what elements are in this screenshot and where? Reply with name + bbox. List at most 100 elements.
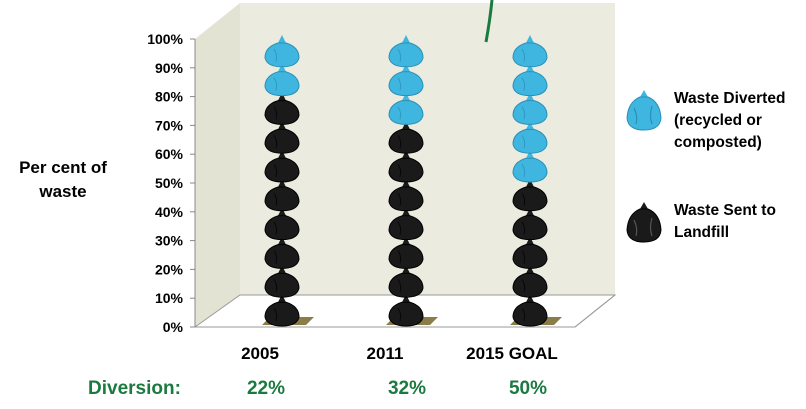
bag-tie <box>402 35 410 43</box>
bag-crease <box>521 192 526 206</box>
y-tick-label: 100% <box>147 31 183 47</box>
x-tick-label-2005: 2005 <box>241 344 279 363</box>
bag-body <box>388 157 424 183</box>
diverted-bag-1-2 <box>388 35 424 68</box>
bag-crease <box>397 250 402 264</box>
x-tick-label-2011: 2011 <box>366 344 404 363</box>
bag-crease <box>521 77 526 91</box>
bag-tie <box>402 92 410 101</box>
bag-body <box>512 71 548 97</box>
bag-body <box>264 186 300 212</box>
bag-tie <box>526 179 534 187</box>
bag-crease <box>273 77 278 91</box>
bag-body <box>388 244 424 269</box>
landfill-bag-1-2 <box>388 236 424 269</box>
y-tick-label: 40% <box>155 204 184 220</box>
black-trash-bag-icon <box>626 202 662 243</box>
bag-crease <box>397 163 402 178</box>
landfill-bag-0-4 <box>264 179 300 212</box>
bag-body <box>264 128 300 154</box>
landfill-bag-0-1 <box>264 265 300 298</box>
diverted-bag-0-0 <box>264 63 300 97</box>
y-tick-label: 80% <box>155 89 184 105</box>
diverted-bag-0-1 <box>264 35 300 68</box>
x-tick-label-2015-goal: 2015 GOAL <box>466 344 558 363</box>
bag-body <box>388 100 424 125</box>
bag-crease <box>521 135 526 149</box>
bag-crease <box>397 221 402 235</box>
bag-tie <box>402 265 410 274</box>
legend-label-diverted-line-3: composted) <box>674 134 762 151</box>
bag-body <box>512 186 548 212</box>
bag-body <box>512 301 548 327</box>
diverted-bag-2-2 <box>512 92 548 125</box>
bag-crease <box>521 163 526 178</box>
bag-body <box>264 71 300 97</box>
y-tick-label: 50% <box>155 175 184 191</box>
legend-label-diverted: Waste Diverted (recycled or composted) <box>674 88 785 154</box>
bag-crease <box>273 106 278 120</box>
y-axis-title-line-2: waste <box>39 182 87 201</box>
bag-crease <box>521 106 526 120</box>
landfill-bag-0-3 <box>264 207 300 241</box>
legend-label-landfill: Waste Sent to Landfill <box>674 200 776 244</box>
bag-body <box>512 128 548 154</box>
landfill-bag-2-0 <box>512 294 548 327</box>
bag-tie <box>402 207 410 216</box>
y-tick-label: 60% <box>155 146 184 162</box>
bag-body <box>264 100 300 125</box>
landfill-bag-2-1 <box>512 265 548 298</box>
bag-body <box>264 272 300 298</box>
bag-tie <box>278 92 286 101</box>
bag-tie <box>402 121 410 130</box>
landfill-bag-1-0 <box>388 294 424 327</box>
landfill-bag-2-4 <box>512 179 548 212</box>
landfill-bag-1-3 <box>388 207 424 241</box>
bag-crease <box>397 135 402 149</box>
bag-tie <box>526 63 534 72</box>
landfill-bag-0-2 <box>264 236 300 269</box>
bag-body <box>388 42 424 68</box>
bag-tie <box>526 294 534 303</box>
bag-crease <box>273 163 278 178</box>
bag-body <box>512 244 548 269</box>
bag-tie <box>526 207 534 216</box>
bag-body <box>388 128 424 154</box>
bag-body <box>264 215 300 241</box>
bag-crease <box>273 221 278 235</box>
chart-floor-edge <box>574 294 616 328</box>
bag-body <box>512 215 548 241</box>
bag-tie <box>278 179 286 187</box>
bag-crease <box>273 307 278 322</box>
bag-tie <box>526 150 534 159</box>
landfill-bag-1-4 <box>388 179 424 212</box>
bag-crease <box>397 48 402 62</box>
bag-tie <box>526 92 534 101</box>
bag-tie <box>402 294 410 303</box>
bag-tie <box>526 265 534 274</box>
bag-crease <box>397 307 402 322</box>
bag-body <box>388 272 424 298</box>
decorative-green-stroke <box>484 0 494 43</box>
bag-tie <box>402 236 410 245</box>
bag-body <box>264 157 300 183</box>
blue-trash-bag-icon <box>626 90 662 131</box>
bag-tie <box>526 236 534 245</box>
chart-back-wall <box>240 3 615 295</box>
diverted-bag-2-4 <box>512 35 548 68</box>
diverted-bag-1-0 <box>388 92 424 125</box>
diverted-bag-2-1 <box>512 121 548 154</box>
diverted-bag-2-0 <box>512 150 548 183</box>
diverted-bag-2-3 <box>512 63 548 97</box>
legend-label-landfill-line-2: Landfill <box>674 224 730 241</box>
bag-tie <box>402 150 410 159</box>
bag-crease <box>273 135 278 149</box>
bag-crease <box>273 279 278 293</box>
landfill-bag-2-2 <box>512 236 548 269</box>
legend-label-landfill-line-1: Waste Sent to <box>674 202 776 219</box>
bag-body <box>388 301 424 327</box>
bag-tie <box>278 265 286 274</box>
bag-tie <box>278 294 286 303</box>
